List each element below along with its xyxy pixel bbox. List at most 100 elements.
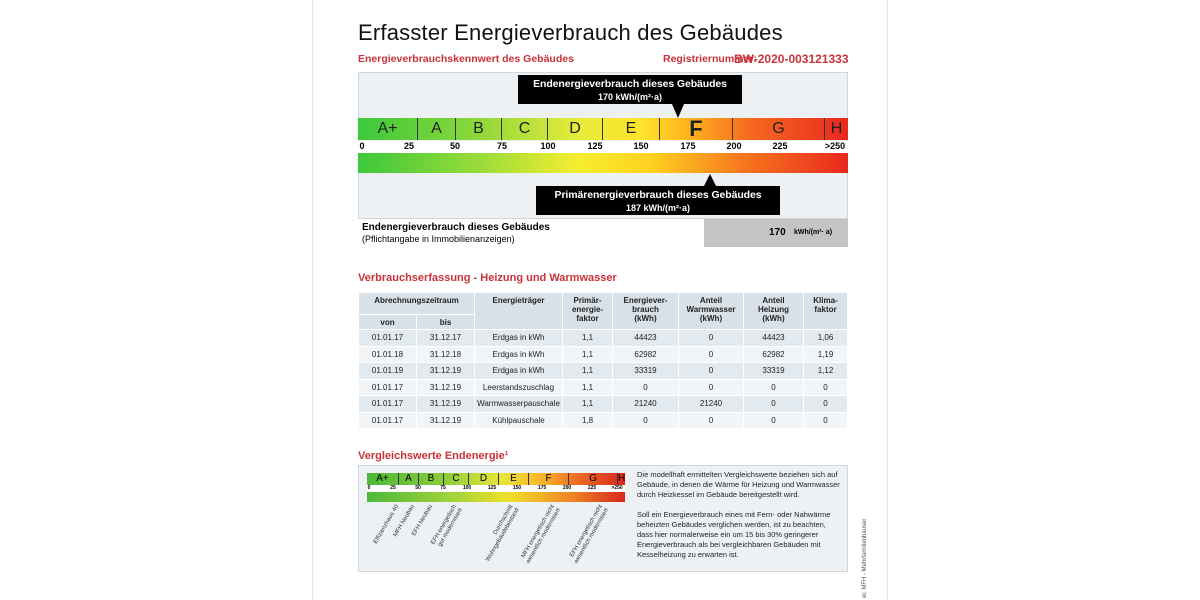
mini-class: A+	[367, 473, 399, 485]
tick: 225	[587, 485, 597, 491]
mini-class: F	[529, 473, 569, 485]
cell-climate-factor: 1,06	[803, 329, 848, 347]
cell-hot-water: 0	[678, 411, 744, 429]
tick: 125	[487, 485, 497, 491]
cell-pef: 1,1	[562, 378, 613, 396]
summary-value-cell: 170 kWh/(m²· a)	[704, 219, 848, 247]
callout-title: Primärenergieverbrauch dieses Gebäudes	[554, 189, 762, 201]
page-title: Erfasster Energieverbrauch des Gebäudes	[358, 20, 783, 45]
reference-label: MFH energetisch nicht wesentlich moderni…	[520, 504, 563, 565]
table-row: 01.01.17 31.12.19 Warmwasserpauschale 1,1 21…	[358, 395, 848, 413]
header-carrier: Energieträger	[474, 292, 563, 330]
primary-energy-gradient-bar	[358, 153, 848, 173]
cell-carrier: Erdgas in kWh	[474, 345, 563, 363]
table-row: 01.01.19 31.12.19 Erdgas in kWh 1,1 33319 0 33…	[358, 362, 848, 380]
section-subtitle: Energieverbrauchskennwert des Gebäudes	[358, 53, 574, 65]
cell-pef: 1,1	[562, 362, 613, 380]
tick: >250	[611, 485, 623, 491]
mini-class-bar: A+ A B C D E F G H	[367, 473, 625, 485]
primary-energy-pointer-icon	[704, 174, 716, 186]
tick: 100	[462, 485, 472, 491]
class-a: A	[418, 118, 456, 140]
cell-to: 31.12.18	[416, 345, 475, 363]
header-hot-water: Anteil Warmwasser (kWh)	[678, 292, 744, 330]
cell-carrier: Erdgas in kWh	[474, 362, 563, 380]
tick: 225	[772, 141, 788, 151]
header-from: von	[358, 314, 417, 330]
cell-climate-factor: 1,19	[803, 345, 848, 363]
end-energy-callout: Endenergieverbrauch dieses Gebäudes 170 …	[518, 75, 742, 104]
reference-label: EFH energetisch gut modernisiert	[430, 504, 465, 548]
class-f-highlighted: F	[660, 118, 733, 140]
tick: 125	[587, 141, 603, 151]
cell-climate-factor: 0	[803, 378, 848, 396]
summary-value: 170	[769, 227, 786, 238]
class-e: E	[603, 118, 660, 140]
cell-carrier: Kühlpauschale	[474, 411, 563, 429]
efficiency-class-bar: A+ A B C D E F G H	[358, 118, 848, 140]
cell-heating: 62982	[743, 345, 804, 363]
tick: 175	[680, 141, 696, 151]
callout-value: 187 kWh/(m²·a)	[625, 203, 690, 213]
header-climate-factor: Klima- faktor	[803, 292, 848, 330]
header-pef: Primär- energie- faktor	[562, 292, 613, 330]
cell-climate-factor: 0	[803, 395, 848, 413]
scale-ticks: 0 25 50 75 100 125 150 175 200 225 >250	[358, 141, 848, 153]
comparison-description: Die modellhaft ermittelten Vergleichswer…	[637, 470, 842, 560]
mini-class: B	[419, 473, 444, 485]
cell-heating: 0	[743, 395, 804, 413]
cell-heating: 0	[743, 411, 804, 429]
description-paragraph: Die modellhaft ermittelten Vergleichswer…	[637, 470, 840, 499]
mini-class: A	[399, 473, 419, 485]
tick: >250	[824, 141, 846, 151]
tick: 150	[512, 485, 522, 491]
cell-hot-water: 0	[678, 329, 744, 347]
class-h: H	[830, 120, 843, 137]
cell-climate-factor: 1,12	[803, 362, 848, 380]
cell-pef: 1,8	[562, 411, 613, 429]
table-row: 01.01.17 31.12.17 Erdgas in kWh 1,1 44423 0 44…	[358, 329, 848, 347]
cell-from: 01.01.17	[358, 378, 417, 396]
cell-hot-water: 0	[678, 378, 744, 396]
cell-consumption: 0	[612, 378, 679, 396]
summary-unit: kWh/(m²· a)	[794, 229, 833, 236]
header-consumption: Energiever- brauch (kWh)	[612, 292, 679, 330]
registration-label: Registriernummer:	[663, 53, 757, 65]
cell-carrier: Erdgas in kWh	[474, 329, 563, 347]
cell-from: 01.01.17	[358, 329, 417, 347]
cell-to: 31.12.19	[416, 378, 475, 396]
mini-class: G	[569, 473, 618, 485]
cell-consumption: 0	[612, 411, 679, 429]
cell-hot-water: 0	[678, 345, 744, 363]
registration-number: BW-2020-003121333	[734, 52, 849, 66]
tick: 50	[449, 141, 461, 151]
header-period: Abrechnungszeitraum	[358, 292, 475, 315]
side-footnote: er, MFH - Mehrfamilienhäuser	[862, 518, 868, 598]
callout-title: Endenergieverbrauch dieses Gebäudes	[533, 78, 727, 90]
mini-class: E	[499, 473, 529, 485]
table-row: 01.01.17 31.12.19 Leerstandszuschlag 1,1 0 0 0…	[358, 378, 848, 396]
class-g: G	[733, 118, 825, 140]
cell-heating: 33319	[743, 362, 804, 380]
cell-consumption: 44423	[612, 329, 679, 347]
class-c: C	[502, 118, 548, 140]
cell-from: 01.01.17	[358, 411, 417, 429]
reference-label: EFH energetisch nicht wesentlich moderni…	[569, 504, 611, 565]
cell-hot-water: 21240	[678, 395, 744, 413]
header-heating: Anteil Heizung (kWh)	[743, 292, 804, 330]
cell-carrier: Leerstandszuschlag	[474, 378, 563, 396]
cell-to: 31.12.19	[416, 362, 475, 380]
tick: 200	[726, 141, 742, 151]
mini-class: C	[444, 473, 469, 485]
mini-class: D	[469, 473, 499, 485]
mini-class: H	[618, 473, 626, 484]
summary-note: (Pflichtangabe in Immobilienanzeigen)	[362, 234, 515, 244]
tick: 75	[440, 485, 446, 491]
comparison-panel: A+ A B C D E F G H 0 25 50 75 100 125 15…	[358, 465, 848, 572]
cell-carrier: Warmwasserpauschale	[474, 395, 563, 413]
tick: 50	[415, 485, 421, 491]
description-paragraph: Soll ein Energieverbrauch eines mit Fern…	[637, 510, 831, 559]
cell-pef: 1,1	[562, 329, 613, 347]
cell-climate-factor: 0	[803, 411, 848, 429]
tick: 25	[403, 141, 415, 151]
